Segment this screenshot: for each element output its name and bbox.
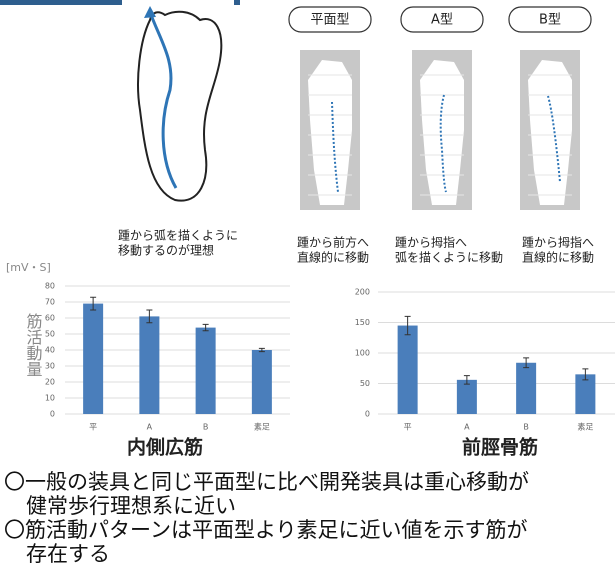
type-pill (288, 6, 372, 33)
error-bar (582, 368, 589, 381)
type-caption: 踵から前方へ (297, 235, 369, 250)
ideal-caption: 踵から弧を描くように (118, 229, 238, 243)
type-caption: 直線的に移動 (297, 250, 369, 265)
bar (397, 325, 418, 414)
foot-area (528, 60, 572, 205)
x-tick-label: A (464, 423, 470, 432)
type-label: 平面型 (310, 13, 349, 28)
error-bar (90, 296, 97, 311)
bar (575, 374, 596, 414)
bar (83, 303, 104, 414)
y-tick-label: 0 (365, 410, 370, 419)
y-tick-label: 50 (360, 379, 370, 388)
type-pill (508, 6, 592, 33)
chart-title: 前脛骨筋 (462, 436, 538, 459)
note-line: 〇一般の装具と同じ平面型に比べ開発装具は重心移動が (4, 470, 529, 494)
bar (516, 362, 537, 414)
cop-trail (331, 101, 339, 193)
error-bar (202, 323, 209, 332)
type-caption: 直線的に移動 (522, 250, 594, 265)
note-line: 存在する (26, 542, 110, 566)
y-tick-label: 30 (45, 362, 55, 371)
x-tick-label: B (523, 423, 529, 432)
type-caption: 弧を描くように移動 (395, 251, 503, 265)
y-tick-label: 60 (45, 314, 55, 323)
y-tick-label: 40 (45, 346, 55, 355)
chart-title: 内側広筋 (127, 436, 203, 459)
note-line: 〇筋活動パターンは平面型より素足に近い値を示す筋が (4, 518, 528, 542)
error-bar (404, 315, 411, 336)
header-bar (0, 0, 240, 5)
cop-trail (547, 95, 561, 183)
type-pill (400, 6, 484, 33)
type-label: B型 (539, 13, 561, 28)
y-tick-label: 0 (50, 410, 55, 419)
error-bar (523, 357, 530, 369)
x-tick-label: B (203, 423, 209, 432)
y-tick-label: 100 (355, 349, 370, 358)
unit-label: [mV・S] (6, 261, 51, 274)
y-tick-label: 80 (45, 282, 55, 291)
x-tick-label: 平 (404, 423, 412, 432)
cop-trail (439, 94, 447, 193)
type-caption: 踵から拇指へ (395, 235, 467, 250)
y-tick-label: 200 (355, 288, 370, 297)
bar (195, 327, 216, 414)
error-bar (258, 347, 265, 353)
foot-area (420, 60, 464, 205)
y-tick-label: 70 (45, 298, 55, 307)
x-tick-label: 素足 (577, 422, 593, 432)
foot-area (308, 60, 352, 205)
type-caption: 踵から拇指へ (522, 235, 594, 250)
type-label: A型 (431, 13, 453, 28)
bar (456, 379, 477, 414)
y-axis-label: 筋活動量 (24, 313, 43, 377)
note-line: 健常歩行理想系に近い (26, 494, 236, 518)
foot-diagram (122, 0, 234, 208)
notes: 〇一般の装具と同じ平面型に比べ開発装具は重心移動が健常歩行理想系に近い〇筋活動パ… (4, 470, 529, 566)
y-tick-label: 150 (355, 318, 370, 327)
bar (139, 316, 160, 414)
y-tick-label: 50 (45, 330, 55, 339)
bar (251, 350, 272, 414)
x-tick-label: 平 (89, 423, 97, 432)
error-bar (146, 309, 153, 324)
x-tick-label: 素足 (254, 422, 270, 432)
x-tick-label: A (147, 423, 153, 432)
y-tick-label: 20 (45, 378, 55, 387)
ideal-caption: 移動するのが理想 (118, 243, 214, 258)
error-bar (463, 375, 470, 385)
pressure-plots: 平面型踵から前方へ直線的に移動A型踵から拇指へ弧を描くように移動B型踵から拇指へ… (288, 6, 594, 265)
y-tick-label: 10 (45, 394, 55, 403)
